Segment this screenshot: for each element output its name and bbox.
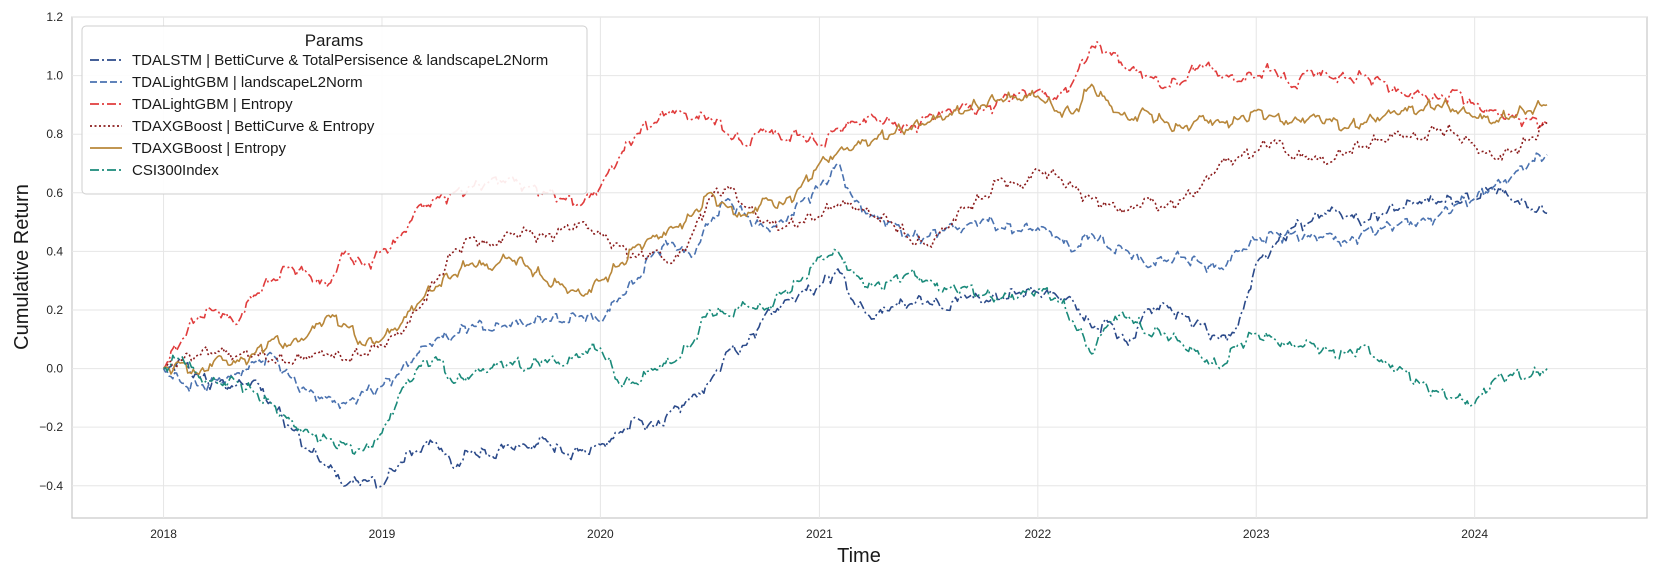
y-axis-ticks: −0.4 −0.2 0.0 0.2 0.4 0.6 0.8 1.0 1.2 (39, 10, 63, 493)
y-tick-label: 1.2 (46, 10, 63, 24)
legend-items: TDALSTM | BettiCurve & TotalPersisence &… (90, 52, 548, 179)
legend-title: Params (305, 31, 364, 50)
series-line (163, 186, 1548, 489)
x-tick-label: 2024 (1461, 527, 1488, 541)
x-tick-label: 2019 (369, 527, 396, 541)
legend-label: TDAXGBoost | BettiCurve & Entropy (132, 118, 375, 135)
y-tick-label: 0.6 (46, 186, 63, 200)
y-tick-label: −0.2 (39, 420, 63, 434)
legend: Params TDALSTM | BettiCurve & TotalPersi… (81, 25, 588, 195)
y-tick-label: 0.0 (46, 362, 63, 376)
series-line (162, 83, 1548, 376)
x-tick-label: 2018 (150, 527, 177, 541)
legend-label: TDAXGBoost | Entropy (132, 140, 286, 157)
x-axis-ticks: 2018 2019 2020 2021 2022 2023 2024 (150, 527, 1488, 541)
x-tick-label: 2021 (806, 527, 833, 541)
series-line (163, 121, 1548, 370)
legend-box (81, 25, 588, 195)
legend-label: TDALSTM | BettiCurve & TotalPersisence &… (132, 52, 548, 69)
series-lines (162, 41, 1548, 489)
legend-label: TDALightGBM | landscapeL2Norm (132, 74, 363, 91)
y-tick-label: 0.2 (46, 303, 63, 317)
y-tick-label: 0.4 (46, 244, 63, 258)
x-tick-label: 2023 (1243, 527, 1270, 541)
y-tick-label: 1.0 (46, 69, 63, 83)
y-tick-label: 0.8 (46, 127, 63, 141)
series-line (162, 41, 1548, 370)
legend-label: TDALightGBM | Entropy (132, 96, 293, 113)
x-tick-label: 2020 (587, 527, 614, 541)
series-line (162, 152, 1548, 410)
series-line (163, 248, 1548, 455)
x-tick-label: 2022 (1024, 527, 1051, 541)
x-axis-title: Time (837, 545, 881, 567)
y-tick-label: −0.4 (39, 479, 63, 493)
legend-label: CSI300Index (132, 162, 219, 179)
y-axis-title: Cumulative Return (11, 184, 33, 350)
